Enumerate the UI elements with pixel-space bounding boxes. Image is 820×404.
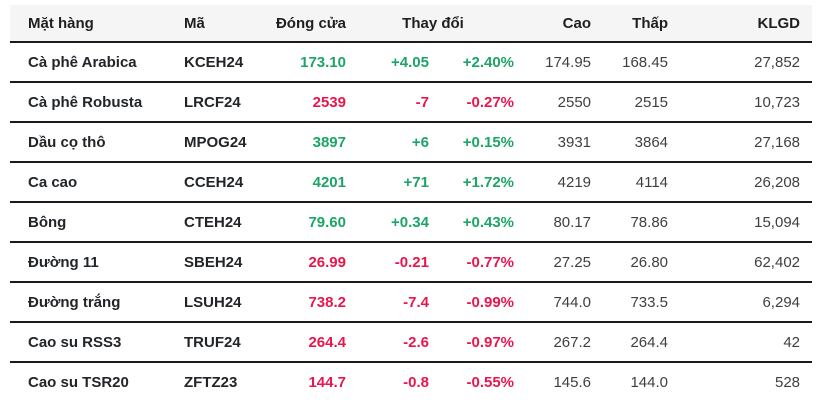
high-price: 145.6: [553, 373, 592, 391]
col-header-change: Thay đổi: [350, 5, 517, 43]
table-header-row: Mặt hàng Mã Đóng cửa Thay đổi Cao Thấp K…: [10, 5, 813, 43]
change-value: +0.34: [350, 202, 432, 243]
close-price: 2539: [265, 82, 350, 123]
item-name: Đường 11: [10, 242, 170, 283]
col-header-code: Mã: [170, 5, 265, 43]
high-price: 3931: [516, 122, 595, 163]
close-price: 738.2: [265, 282, 350, 323]
low-price: 733.5: [594, 282, 681, 323]
col-header-item: Mặt hàng: [10, 5, 170, 43]
item-name: Cao su RSS3: [10, 322, 170, 363]
low-price: 26.80: [594, 242, 681, 283]
contract-code: MPOG24: [170, 122, 265, 163]
change-value: -0.21: [350, 242, 432, 283]
close-price: 3897: [265, 122, 350, 163]
low-price: 4114: [594, 162, 681, 203]
close-price: 4201: [265, 162, 350, 203]
table-row[interactable]: Cao su RSS3 TRUF24 264.4 -2.6 -0.97% 267.2 264…: [10, 322, 813, 363]
change-percent: -0.99%: [432, 282, 517, 323]
volume: 42: [680, 322, 813, 363]
contract-code: KCEH24: [170, 42, 265, 83]
table-row[interactable]: Cà phê Robusta LRCF24 2539 -7 -0.27% 2550 2515…: [10, 82, 813, 123]
change-percent: +0.43%: [432, 202, 517, 243]
item-name: Bông: [10, 202, 170, 243]
table-row[interactable]: Dầu cọ thô MPOG24 3897 +6 +0.15% 3931 3864 27,1…: [10, 122, 813, 163]
col-header-close: Đóng cửa: [265, 5, 350, 43]
change-value: +6: [350, 122, 432, 163]
close-price: 79.60: [265, 202, 350, 243]
high-price: 174.95: [516, 42, 595, 83]
contract-code: TRUF24: [170, 322, 265, 363]
volume: 15,094: [680, 202, 813, 243]
contract-code: LRCF24: [170, 82, 265, 123]
low-price: 3864: [594, 122, 681, 163]
contract-code: CCEH24: [170, 162, 265, 203]
volume: 26,208: [680, 162, 813, 203]
low-price: 144.0: [630, 373, 669, 391]
volume: 10,723: [680, 82, 813, 123]
table-body: Cà phê Arabica KCEH24 173.10 +4.05 +2.40% 174…: [10, 42, 813, 401]
table-row[interactable]: Cao su TSR20 ZFTZ23 144.7 -0.8 -0.55% 145.6 14…: [10, 362, 812, 401]
contract-code: LSUH24: [170, 282, 265, 323]
contract-code: ZFTZ23: [184, 373, 238, 391]
change-percent: +1.72%: [432, 162, 517, 203]
item-name: Đường trắng: [10, 282, 170, 323]
close-price: 173.10: [265, 42, 350, 83]
change-value: -7.4: [350, 282, 432, 323]
commodity-price-table: Mặt hàng Mã Đóng cửa Thay đổi Cao Thấp K…: [10, 5, 813, 401]
low-price: 168.45: [594, 42, 681, 83]
change-value: -0.8: [403, 373, 429, 391]
table-row[interactable]: Bông CTEH24 79.60 +0.34 +0.43% 80.17 78.86 15,0…: [10, 202, 813, 243]
change-percent: -0.27%: [432, 82, 517, 123]
change-value: +4.05: [350, 42, 432, 83]
high-price: 2550: [516, 82, 595, 123]
change-percent: -0.77%: [432, 242, 517, 283]
item-name: Cao su TSR20: [28, 373, 129, 391]
volume: 27,852: [680, 42, 813, 83]
item-name: Ca cao: [10, 162, 170, 203]
close-price: 144.7: [308, 373, 346, 391]
low-price: 264.4: [594, 322, 681, 363]
volume: 6,294: [680, 282, 813, 323]
table-row[interactable]: Ca cao CCEH24 4201 +71 +1.72% 4219 4114 26,208: [10, 162, 813, 203]
table-row[interactable]: Đường 11 SBEH24 26.99 -0.21 -0.77% 27.25 26.80…: [10, 242, 813, 283]
change-percent: -0.97%: [432, 322, 517, 363]
low-price: 2515: [594, 82, 681, 123]
change-percent: -0.55%: [466, 373, 515, 391]
change-value: +71: [350, 162, 432, 203]
volume: 27,168: [680, 122, 813, 163]
high-price: 27.25: [516, 242, 595, 283]
change-percent: +2.40%: [432, 42, 517, 83]
change-value: -2.6: [350, 322, 432, 363]
item-name: Cà phê Arabica: [10, 42, 170, 83]
high-price: 4219: [516, 162, 595, 203]
low-price: 78.86: [594, 202, 681, 243]
high-price: 80.17: [516, 202, 595, 243]
item-name: Dầu cọ thô: [10, 122, 170, 163]
col-header-low: Thấp: [594, 5, 681, 43]
contract-code: CTEH24: [170, 202, 265, 243]
change-percent: +0.15%: [432, 122, 517, 163]
commodity-price-table-wrap: Mặt hàng Mã Đóng cửa Thay đổi Cao Thấp K…: [10, 5, 813, 401]
close-price: 26.99: [265, 242, 350, 283]
change-value: -7: [350, 82, 432, 123]
col-header-high: Cao: [516, 5, 595, 43]
table-row[interactable]: Đường trắng LSUH24 738.2 -7.4 -0.99% 744.0 733…: [10, 282, 813, 323]
volume: 62,402: [680, 242, 813, 283]
contract-code: SBEH24: [170, 242, 265, 283]
col-header-volume: KLGD: [680, 5, 813, 43]
high-price: 744.0: [516, 282, 595, 323]
close-price: 264.4: [265, 322, 350, 363]
table-row[interactable]: Cà phê Arabica KCEH24 173.10 +4.05 +2.40% 174…: [10, 42, 813, 83]
volume: 528: [774, 373, 801, 391]
item-name: Cà phê Robusta: [10, 82, 170, 123]
high-price: 267.2: [516, 322, 595, 363]
